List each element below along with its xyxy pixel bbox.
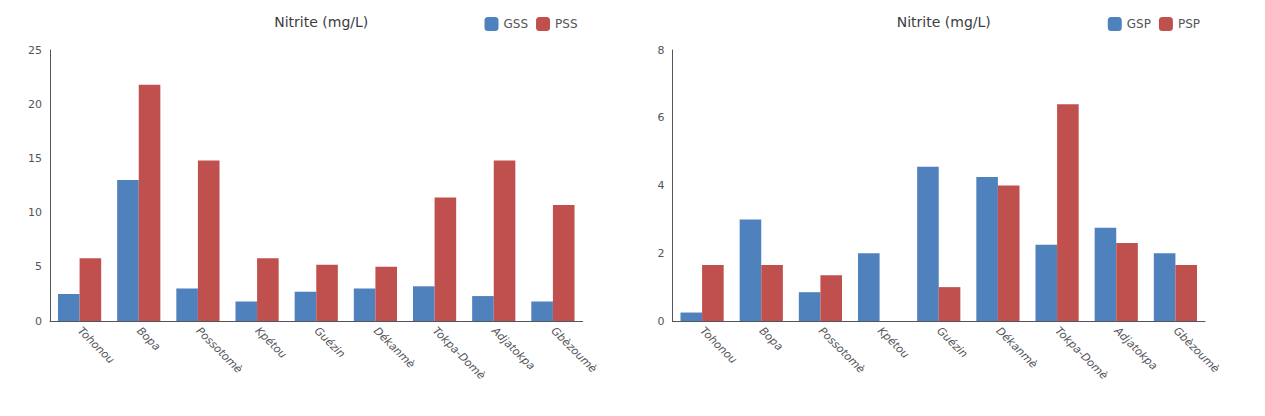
svg-text:Tokpa-Domè: Tokpa-Domè (430, 324, 488, 382)
svg-text:0: 0 (35, 315, 42, 328)
svg-text:Tokpa-Domè: Tokpa-Domè (1052, 324, 1110, 382)
svg-text:Bopa: Bopa (134, 324, 163, 353)
svg-text:25: 25 (28, 44, 42, 57)
svg-text:Possotomè: Possotomè (193, 324, 245, 376)
svg-text:15: 15 (28, 152, 42, 165)
svg-text:Guézin: Guézin (312, 324, 348, 360)
svg-text:Tohonou: Tohonou (75, 324, 117, 366)
svg-text:Adjatokpa: Adjatokpa (488, 324, 537, 373)
svg-text:Gbèzoumè: Gbèzoumè (548, 324, 599, 375)
svg-text:Possotomè: Possotomè (816, 324, 868, 376)
svg-text:0: 0 (658, 315, 665, 328)
svg-text:4: 4 (658, 179, 665, 192)
svg-text:Adjatokpa: Adjatokpa (1111, 324, 1160, 373)
svg-text:5: 5 (35, 260, 42, 273)
svg-text:Dékanmè: Dékanmè (371, 324, 418, 371)
svg-text:Nitrite (mg/L): Nitrite (mg/L) (274, 14, 368, 30)
svg-text:20: 20 (28, 98, 42, 111)
svg-text:Bopa: Bopa (757, 324, 786, 353)
svg-text:10: 10 (28, 206, 42, 219)
svg-text:PSP: PSP (1178, 17, 1200, 31)
svg-text:Kpétou: Kpétou (252, 324, 289, 361)
svg-text:Dékanmè: Dékanmè (993, 324, 1040, 371)
svg-text:PSS: PSS (555, 17, 577, 31)
svg-text:Guézin: Guézin (934, 324, 970, 360)
svg-text:GSP: GSP (1127, 17, 1151, 31)
svg-text:Kpétou: Kpétou (875, 324, 912, 361)
svg-text:GSS: GSS (503, 17, 528, 31)
svg-text:Gbèzoumè: Gbèzoumè (1171, 324, 1222, 375)
svg-text:8: 8 (658, 44, 665, 57)
svg-text:Nitrite (mg/L): Nitrite (mg/L) (897, 14, 991, 30)
svg-text:2: 2 (658, 247, 665, 260)
svg-text:Tohonou: Tohonou (697, 324, 739, 366)
svg-text:6: 6 (658, 111, 665, 124)
